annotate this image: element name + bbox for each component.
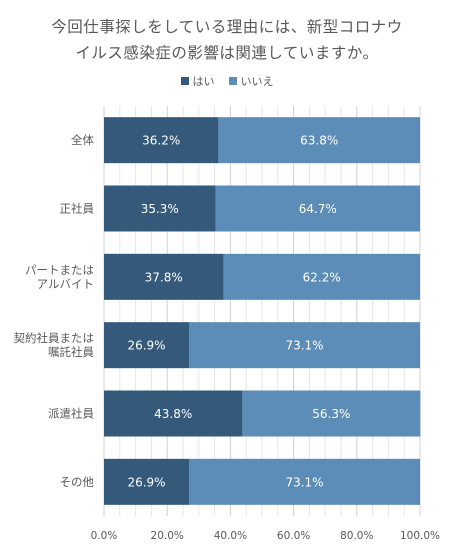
bar-yes [104, 458, 190, 505]
x-tick-label: 0.0% [91, 530, 118, 542]
bar-label-yes: 35.3% [141, 202, 179, 216]
legend-label-yes: はい [192, 75, 215, 88]
legend-label-no: いいえ [240, 75, 274, 88]
category-label: 契約社員または [14, 331, 95, 345]
legend-swatch-yes [180, 77, 189, 85]
legend-swatch-no [228, 77, 237, 85]
bar-label-no: 73.1% [285, 339, 323, 353]
category-label: アルバイト [37, 277, 94, 291]
category-label: 正社員 [60, 202, 95, 216]
x-tick-label: 80.0% [340, 530, 373, 542]
bar-label-yes: 37.8% [145, 270, 183, 284]
bar-label-yes: 26.9% [127, 475, 165, 489]
bar-label-no: 64.7% [299, 202, 337, 216]
x-tick-label: 20.0% [151, 530, 184, 542]
bar-yes [104, 322, 190, 369]
legend-item-no: いいえ [228, 73, 274, 89]
bar-label-no: 63.8% [300, 134, 338, 148]
bar-no [189, 458, 420, 505]
bar-label-no: 62.2% [303, 270, 341, 284]
category-label: パートまたは [25, 263, 94, 277]
bar-label-yes: 36.2% [142, 134, 180, 148]
x-tick-label: 60.0% [277, 530, 310, 542]
chart-title: 今回仕事探しをしている理由には、新型コロナウ イルス感染症の影響は関連しています… [0, 14, 454, 66]
bar-yes [104, 390, 243, 437]
legend-item-yes: はい [180, 73, 215, 89]
legend: はい いいえ [0, 73, 454, 89]
category-label: 全体 [71, 133, 94, 147]
bar-label-no: 56.3% [312, 407, 350, 421]
bar-yes [104, 185, 216, 232]
category-label: 派遣社員 [48, 407, 94, 421]
bar-no [218, 117, 420, 164]
bar-label-yes: 26.9% [127, 339, 165, 353]
bar-no [215, 185, 420, 232]
x-tick-label: 100.0% [400, 530, 440, 542]
bar-yes [104, 253, 224, 300]
bar-yes [104, 117, 219, 164]
bar-label-no: 73.1% [285, 475, 323, 489]
bar-no [223, 253, 420, 300]
chart-title-line-1: 今回仕事探しをしている理由には、新型コロナウ [51, 18, 403, 36]
bar-label-yes: 43.8% [154, 407, 192, 421]
bar-no [242, 390, 421, 437]
bar-no [189, 322, 420, 369]
chart-title-line-2: イルス感染症の影響は関連していますか。 [75, 44, 379, 62]
x-tick-label: 40.0% [214, 530, 247, 542]
category-label: その他 [60, 475, 95, 489]
category-label: 嘱託社員 [48, 345, 94, 359]
